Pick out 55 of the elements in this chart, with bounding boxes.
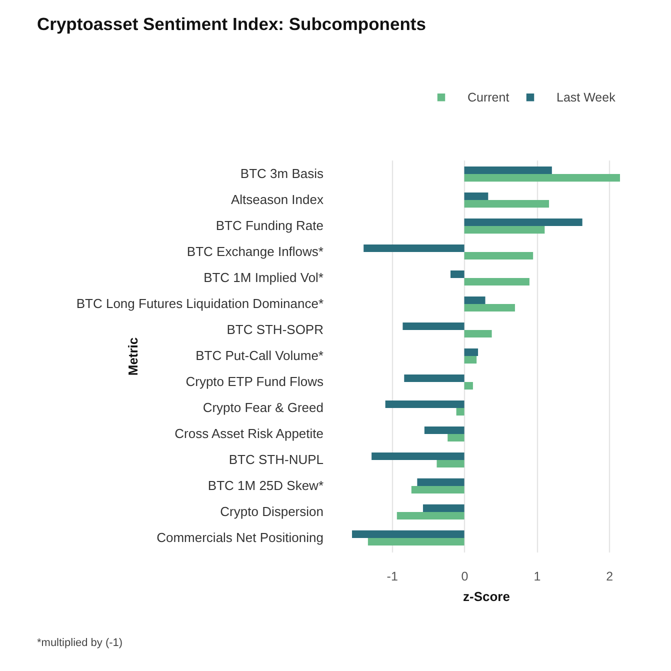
y-tick-label: Cross Asset Risk Appetite <box>174 426 324 441</box>
y-tick-label: BTC Funding Rate <box>216 218 324 234</box>
bar <box>464 226 545 234</box>
bar <box>396 512 464 520</box>
y-tick-label: BTC 1M 25D Skew* <box>208 478 324 493</box>
bar <box>464 200 550 208</box>
bar <box>464 278 530 286</box>
bar <box>372 452 464 460</box>
y-tick-label: Altseason Index <box>230 192 324 208</box>
legend-label: Current <box>468 90 510 104</box>
bar <box>448 434 464 442</box>
bar <box>464 296 486 304</box>
x-tick-label: -1 <box>386 570 398 584</box>
bar <box>368 538 464 546</box>
bar <box>422 504 464 512</box>
y-axis-title: Metric <box>126 337 140 376</box>
y-tick-label: Commercials Net Positioning <box>156 530 324 545</box>
y-tick-label: Crypto ETP Fund Flows <box>186 374 324 389</box>
y-tick-label: BTC 1M Implied Vol* <box>204 270 324 286</box>
bar <box>456 408 464 416</box>
chart-title: Cryptoasset Sentiment Index: Subcomponents <box>37 14 426 34</box>
bar <box>385 400 464 408</box>
bar <box>464 382 473 390</box>
bar <box>352 530 464 538</box>
bar <box>404 374 464 382</box>
bar <box>450 270 464 278</box>
bar <box>424 426 464 434</box>
bar <box>436 460 464 468</box>
y-tick-label: Crypto Fear & Greed <box>202 400 324 415</box>
bar <box>464 356 477 364</box>
x-tick-label: 1 <box>534 570 541 584</box>
x-axis-title: z-Score <box>463 589 510 604</box>
bar <box>411 486 464 494</box>
y-tick-label: BTC Exchange Inflows* <box>186 244 324 260</box>
x-tick-label: 0 <box>461 570 468 584</box>
text: *multiplied by (-1) <box>37 637 123 649</box>
bar <box>402 322 464 330</box>
y-tick-label: BTC STH-NUPL <box>228 452 324 467</box>
y-tick-label: BTC Put-Call Volume* <box>196 348 324 363</box>
bar <box>464 174 620 182</box>
bar <box>464 218 582 226</box>
y-tick-label: Crypto Dispersion <box>220 504 324 519</box>
bar <box>464 348 478 356</box>
bar <box>417 478 464 486</box>
y-tick-label: BTC Long Futures Liquidation Dominance* <box>76 296 324 312</box>
y-tick-label: BTC STH-SOPR <box>226 322 324 338</box>
x-tick-label: 2 <box>606 570 614 584</box>
bar <box>464 166 552 174</box>
bar <box>464 330 492 338</box>
bar <box>464 304 515 312</box>
legend-label: Last Week <box>556 90 616 104</box>
bar <box>364 244 464 252</box>
bar <box>464 192 488 200</box>
bar <box>464 252 534 260</box>
y-tick-label: BTC 3m Basis <box>240 166 324 182</box>
